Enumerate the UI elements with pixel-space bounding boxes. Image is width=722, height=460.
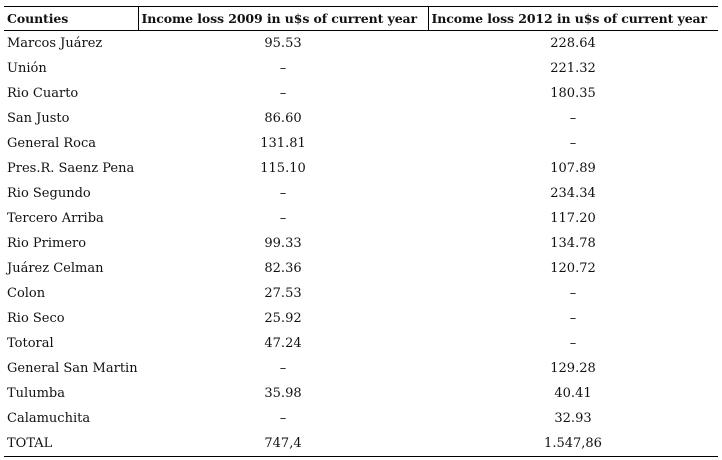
loss-2012-cell: 180.35 (550, 86, 596, 101)
loss-2012-cell: – (569, 336, 577, 351)
county-cell: Totoral (7, 336, 54, 351)
loss-2009-cell: 747,4 (264, 436, 302, 451)
county-cell: General San Martin (7, 361, 138, 376)
county-cell: Calamuchita (7, 411, 91, 426)
loss-2012-cell: – (569, 136, 577, 151)
county-cell: Marcos Juárez (7, 36, 103, 51)
header-income-loss-2012: Income loss 2012 in u$s of current year (427, 6, 718, 31)
county-cell: Rio Primero (7, 236, 87, 251)
table-row: Rio Seco 25.92 – (4, 306, 718, 331)
loss-2012-cell: 40.41 (554, 386, 592, 401)
loss-2009-cell: – (279, 86, 287, 101)
loss-2009-cell: – (279, 61, 287, 76)
county-cell: San Justo (7, 111, 70, 126)
county-cell: TOTAL (7, 436, 53, 451)
table-row: General San Martin – 129.28 (4, 356, 718, 381)
table-row: Pres.R. Saenz Pena 115.10 107.89 (4, 156, 718, 181)
table-row: Rio Cuarto – 180.35 (4, 81, 718, 106)
loss-2009-cell: – (279, 186, 287, 201)
loss-2009-cell: 27.53 (264, 286, 302, 301)
county-cell: Pres.R. Saenz Pena (7, 161, 135, 176)
table-row: Totoral 47.24 – (4, 331, 718, 356)
loss-2009-cell: 131.81 (260, 136, 306, 151)
loss-2012-cell: 120.72 (550, 261, 596, 276)
county-cell: Tercero Arriba (7, 211, 104, 226)
table-row: Rio Primero 99.33 134.78 (4, 231, 718, 256)
loss-2012-cell: 117.20 (550, 211, 596, 226)
loss-2012-cell: 1.547,86 (544, 436, 602, 451)
loss-2012-cell: 32.93 (554, 411, 592, 426)
loss-2012-cell: – (569, 286, 577, 301)
county-cell: Rio Segundo (7, 186, 91, 201)
county-cell: Juárez Celman (7, 261, 104, 276)
table-row: Colon 27.53 – (4, 281, 718, 306)
loss-2009-cell: 95.53 (264, 36, 302, 51)
table-row: Juárez Celman 82.36 120.72 (4, 256, 718, 281)
county-cell: Unión (7, 61, 47, 76)
table-row: TOTAL 747,4 1.547,86 (4, 431, 718, 457)
header-row: Counties Income loss 2009 in u$s of curr… (4, 6, 718, 31)
loss-2009-cell: 86.60 (264, 111, 302, 126)
table-row: San Justo 86.60 – (4, 106, 718, 131)
loss-2009-cell: – (279, 361, 287, 376)
table-row: Tercero Arriba – 117.20 (4, 206, 718, 231)
loss-2012-cell: 234.34 (550, 186, 596, 201)
loss-2009-cell: 35.98 (264, 386, 302, 401)
loss-2012-cell: 107.89 (550, 161, 596, 176)
loss-2009-cell: – (279, 411, 287, 426)
county-cell: Rio Cuarto (7, 86, 79, 101)
table-row: Marcos Juárez 95.53 228.64 (4, 31, 718, 57)
table-row: Unión – 221.32 (4, 56, 718, 81)
loss-2009-cell: 25.92 (264, 311, 302, 326)
table-body: Marcos Juárez 95.53 228.64 Unión – 221.32 Rio … (4, 31, 718, 457)
loss-2009-cell: 82.36 (264, 261, 302, 276)
loss-2012-cell: – (569, 111, 577, 126)
loss-2012-cell: 134.78 (550, 236, 596, 251)
loss-2009-cell: – (279, 211, 287, 226)
county-cell: Rio Seco (7, 311, 65, 326)
loss-2012-cell: 228.64 (550, 36, 596, 51)
table-row: General Roca 131.81 – (4, 131, 718, 156)
county-cell: General Roca (7, 136, 97, 151)
loss-2012-cell: 221.32 (550, 61, 596, 76)
loss-2012-cell: 129.28 (550, 361, 596, 376)
table-row: Calamuchita – 32.93 (4, 406, 718, 431)
header-counties: Counties (7, 11, 69, 26)
loss-2012-cell: – (569, 311, 577, 326)
loss-2009-cell: 115.10 (260, 161, 306, 176)
income-loss-table: Counties Income loss 2009 in u$s of curr… (4, 6, 718, 457)
county-cell: Colon (7, 286, 46, 301)
table-row: Tulumba 35.98 40.41 (4, 381, 718, 406)
loss-2009-cell: 99.33 (264, 236, 302, 251)
county-cell: Tulumba (7, 386, 65, 401)
loss-2009-cell: 47.24 (264, 336, 302, 351)
header-income-loss-2009: Income loss 2009 in u$s of current year (137, 6, 428, 31)
table-row: Rio Segundo – 234.34 (4, 181, 718, 206)
